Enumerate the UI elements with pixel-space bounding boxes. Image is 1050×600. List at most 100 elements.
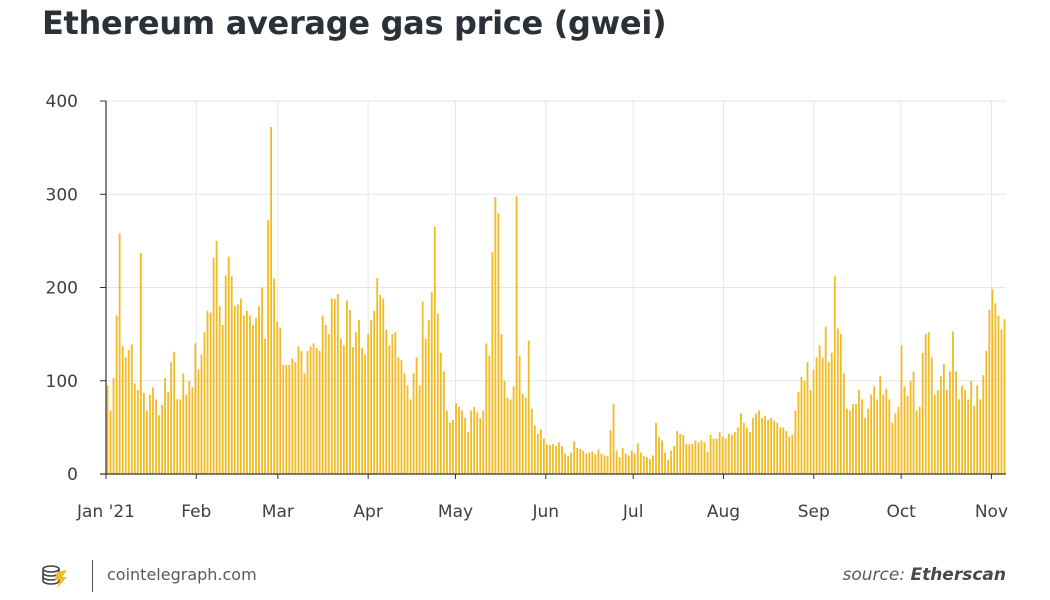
bar [706,451,709,474]
x-tick-label: Jan '21 [76,502,135,522]
bar [746,427,748,475]
bar [827,362,830,474]
bar [270,127,273,475]
bar [300,350,303,474]
bar [264,338,266,474]
bar [233,306,236,474]
bar [885,389,888,474]
bar [994,303,997,474]
bar [236,304,239,474]
bar [715,438,718,474]
bar [312,343,315,474]
bar [446,410,448,474]
bar [818,345,821,474]
bar [564,453,566,474]
bar [239,298,242,474]
bar [797,391,800,474]
bar [888,399,891,474]
bar [339,338,342,474]
bar [824,326,827,474]
bar [812,369,815,474]
chart-title: Ethereum average gas price (gwei) [42,4,667,42]
bar [227,256,230,474]
bar [127,349,130,474]
bar [479,418,482,474]
bar [976,385,979,474]
bar-series [106,127,1006,475]
y-tick-label: 400 [46,92,78,112]
bar [679,433,682,474]
bar [909,380,912,474]
bar [794,410,797,474]
y-tick-label: 0 [67,465,78,485]
bar [624,453,627,474]
bar [173,351,176,474]
bar [136,390,139,474]
x-tick-label: Apr [353,502,382,522]
bar [936,390,939,474]
bar [246,310,248,474]
bar [155,399,157,474]
bar [176,399,179,474]
bar [618,457,621,474]
footer-source: source: Etherscan [843,565,1007,585]
bar [573,441,576,474]
bar [567,456,570,474]
bar [249,315,251,474]
x-tick-label: Feb [181,502,211,522]
bar [712,438,715,474]
bar [703,442,706,474]
bar [755,413,757,474]
bar [318,350,321,474]
bar [170,362,173,474]
bar [788,436,791,474]
bar [209,312,212,474]
bar [639,452,642,474]
bar [858,390,860,474]
bar [630,450,633,474]
bar [570,452,573,474]
bar [921,352,924,474]
bar [709,434,712,474]
bar [591,451,594,474]
bar [718,432,721,474]
bar [397,357,400,474]
bar [742,422,745,474]
gridlines [106,100,1006,474]
bar [191,387,194,474]
bar [800,377,803,474]
bar [294,362,297,474]
bar [412,373,415,474]
bar [730,434,733,474]
bar [276,322,279,474]
bar [118,233,121,474]
bar [470,410,473,474]
x-tick-label: Sep [798,502,830,522]
bar [739,413,742,474]
bar [988,309,991,474]
bar [939,376,942,474]
bar [991,289,994,474]
x-tick-label: Jul [622,502,644,522]
footer-site-link[interactable]: cointelegraph.com [107,565,257,584]
bar [391,334,394,475]
bar [261,287,263,474]
bar [212,257,215,474]
bar [491,252,494,474]
bar [927,332,930,474]
bar [830,352,833,474]
bar [139,253,142,474]
bar [697,442,700,474]
bar [367,334,370,475]
bar [279,327,282,474]
bar [409,399,412,474]
bar [433,226,436,474]
bar [452,419,454,474]
bar [518,355,521,474]
bar [621,447,624,474]
bar [297,346,300,474]
bar [373,310,376,474]
bar [779,427,782,475]
bar [179,399,182,474]
